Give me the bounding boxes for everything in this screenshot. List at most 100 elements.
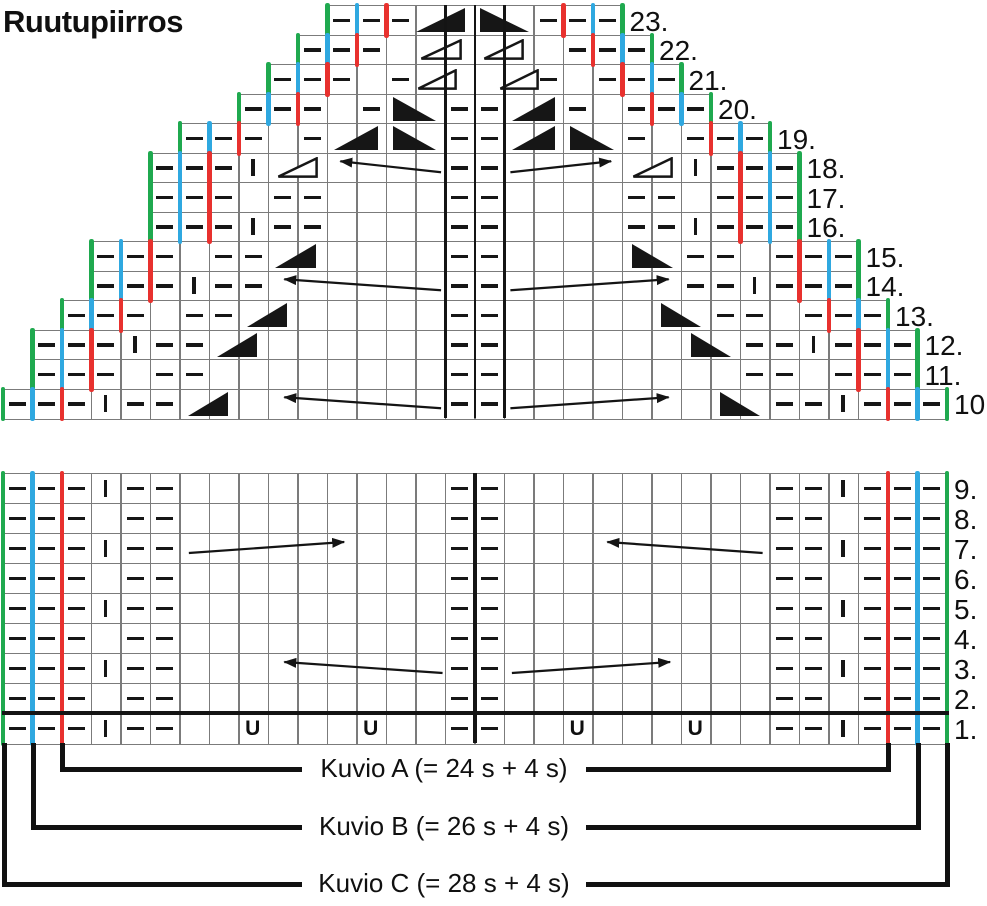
grid-cell-line	[533, 360, 535, 390]
open-triangle	[499, 67, 540, 95]
knit-bar-symbol	[693, 159, 698, 177]
repeat-marker-red	[885, 561, 891, 596]
purl-dash-symbol	[274, 77, 292, 82]
grid-cell-line	[208, 360, 211, 390]
grid-cell-line	[267, 330, 270, 360]
grid-cell-line	[651, 183, 653, 213]
repeat-marker-green	[0, 711, 6, 746]
purl-dash-symbol	[38, 727, 56, 731]
grid-cell-line	[326, 94, 329, 124]
kuvio-b-label: Kuvio B (= 26 s + 4 s)	[318, 811, 569, 841]
purl-dash-symbol	[126, 547, 144, 551]
grid-cell-line	[297, 624, 299, 654]
purl-dash-symbol	[775, 547, 793, 551]
purl-dash-symbol	[185, 343, 203, 347]
purl-dash-symbol	[156, 667, 174, 671]
purl-dash-symbol	[893, 487, 911, 491]
purl-dash-symbol	[864, 667, 882, 671]
decrease-triangle	[187, 391, 228, 421]
grid-cell-line	[356, 654, 358, 684]
repeat-marker-red	[797, 268, 802, 303]
repeat-marker-green	[236, 91, 242, 126]
grid-cell-line	[769, 624, 771, 654]
bracket-horizontal	[586, 824, 918, 830]
purl-dash-symbol	[480, 402, 498, 406]
grid-cell-line	[621, 564, 624, 594]
purl-dash-symbol	[451, 284, 469, 288]
purl-dash-symbol	[628, 225, 646, 229]
grid-cell-line	[769, 330, 771, 360]
bracket-horizontal	[33, 824, 302, 830]
grid-cell-line	[562, 624, 565, 654]
grid-cell-line	[356, 714, 358, 744]
purl-dash-symbol	[480, 547, 498, 551]
purl-dash-symbol	[598, 18, 616, 23]
purl-dash-symbol	[480, 343, 498, 347]
repeat-marker-blue	[207, 121, 212, 156]
knit-bar-symbol	[841, 540, 845, 557]
grid-cell-line	[503, 594, 506, 624]
repeat-marker-red	[826, 298, 832, 333]
grid-cell-line	[208, 534, 211, 564]
grid-cell-line	[680, 242, 683, 272]
grid-cell-line	[385, 474, 388, 504]
purl-dash-symbol	[451, 487, 469, 491]
grid-cell-line	[385, 360, 388, 390]
grid-cell-line	[385, 183, 388, 213]
purl-dash-symbol	[362, 48, 380, 52]
row-number: 6.	[954, 564, 978, 595]
purl-dash-symbol	[628, 77, 646, 82]
repeat-marker-green	[0, 681, 6, 716]
grid-cell-line	[503, 564, 506, 594]
repeat-marker-red	[59, 501, 65, 536]
purl-dash-symbol	[864, 727, 882, 731]
repeat-marker-red	[620, 62, 625, 97]
repeat-arrow	[510, 275, 670, 292]
purl-dash-symbol	[215, 313, 233, 318]
grid-cell-line	[562, 301, 565, 331]
repeat-marker-blue	[30, 651, 35, 686]
bracket-horizontal	[62, 766, 302, 772]
decrease-triangle-right-icon	[246, 303, 287, 327]
purl-dash-symbol	[923, 517, 941, 521]
grid-cell-line	[326, 271, 329, 301]
purl-dash-symbol	[598, 48, 616, 52]
repeat-marker-blue	[738, 121, 743, 156]
repeat-marker-green	[325, 3, 330, 38]
grid-cell-line	[267, 271, 270, 301]
purl-dash-symbol	[775, 637, 793, 641]
purl-dash-symbol	[746, 372, 764, 377]
grid-cell-line	[710, 504, 712, 534]
repeat-marker-blue	[30, 386, 35, 421]
grid-cell-line	[621, 183, 624, 213]
open-triangle-icon	[633, 156, 674, 178]
grid-cell-line	[828, 714, 830, 744]
grid-cell-line	[267, 594, 270, 624]
grid-cell-line	[297, 654, 299, 684]
grid-cell-line	[415, 212, 417, 242]
purl-dash-symbol	[126, 727, 144, 731]
purl-dash-symbol	[746, 195, 764, 200]
purl-dash-symbol	[805, 487, 823, 491]
repeat-marker-red	[885, 711, 891, 746]
decrease-triangle-right-icon	[217, 332, 258, 357]
grid-cell-line	[326, 624, 329, 654]
grid-cell-line	[651, 124, 653, 154]
grid-cell-line	[326, 330, 329, 360]
grid-cell-line	[533, 330, 535, 360]
grid-cell-line	[739, 684, 742, 714]
repeat-marker-blue	[30, 681, 35, 716]
row-number: 11.	[924, 359, 962, 391]
decrease-triangle-left-icon	[661, 303, 702, 327]
knit-bar-symbol	[103, 480, 108, 497]
grid-cell-line	[385, 684, 388, 714]
purl-dash-symbol	[480, 166, 498, 170]
purl-dash-symbol	[303, 77, 321, 82]
row-number: 23.	[629, 5, 669, 37]
purl-dash-symbol	[628, 48, 646, 52]
purl-dash-symbol	[8, 727, 26, 731]
grid-cell-line	[326, 360, 329, 390]
grid-cell-line	[444, 714, 447, 744]
purl-dash-symbol	[893, 547, 911, 551]
